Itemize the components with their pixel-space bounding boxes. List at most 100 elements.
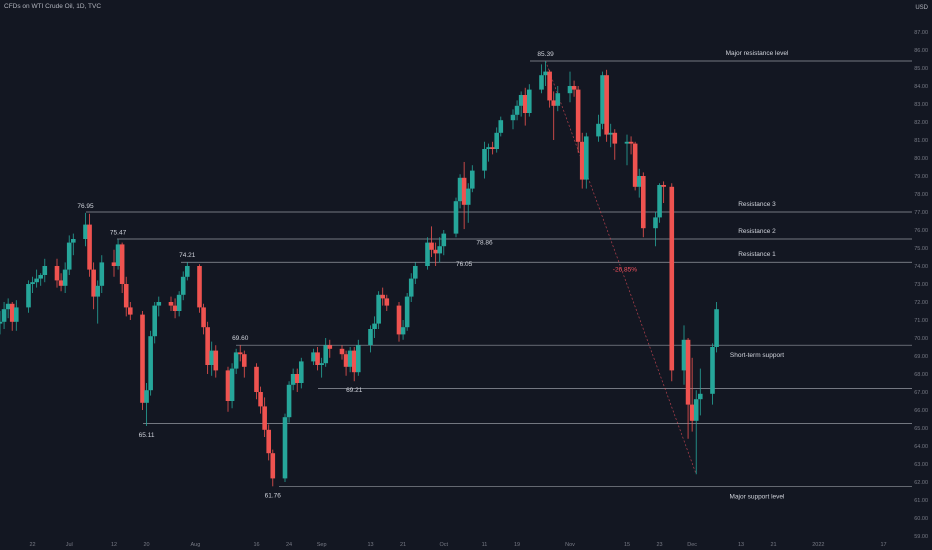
candle-body [209,350,215,365]
candle-body [689,404,695,421]
candle-body [628,141,634,144]
price-annotation: 61.76 [265,492,282,499]
candle-body [400,327,406,335]
x-tick-label: 21 [771,542,777,548]
candle-body [539,75,544,90]
candle-body [579,141,585,180]
candle-body [608,132,614,135]
candle-body [286,384,292,418]
price-annotation: 69.60 [232,335,249,342]
candle-body [437,246,443,254]
x-tick-label: 20 [144,542,150,548]
candle-body [693,399,699,421]
candle-body [311,352,316,362]
candle-body [408,278,414,297]
candle-body [127,307,133,315]
y-tick-label: 60.00 [914,516,928,522]
x-axis: 22 Jul 12 20 Aug 16 24 Sep 13 21 Oct 11 19 Nov 15 23 Dec… [30,542,887,548]
y-tick-label: 64.00 [914,444,928,450]
candle-body [465,188,471,205]
y-tick-label: 66.00 [914,408,928,414]
candle-body [453,201,459,234]
y-tick-label: 79.00 [914,174,928,180]
candle-body [42,266,48,275]
candle-body [685,339,691,405]
labels-layer: 76.95 75.47 74.21 65.11 69.60 61.76 69.21 76.05… [77,51,554,499]
x-tick-label: 11 [482,542,488,548]
candle-body [575,89,581,142]
candle-body [66,242,72,270]
candle-body [596,123,601,137]
candle-body [241,354,247,367]
price-annotation: 76.05 [456,261,473,268]
candle-body [34,278,39,283]
currency-label: USD [915,5,928,11]
candle-body [384,298,390,306]
price-annotation: 65.11 [139,432,155,439]
candle-body [669,186,675,371]
level-label: Short-term support [730,352,784,359]
candle-body [95,285,101,297]
y-tick-label: 83.00 [914,102,928,108]
candle-body [205,327,210,365]
candle-body [710,347,715,394]
candle-body [376,294,381,324]
candle-body [355,345,361,373]
candle-body [9,303,15,322]
candle-body [372,323,377,329]
candle-body [697,393,703,400]
level-label: Resistance 2 [738,228,776,235]
candle-body [469,170,475,189]
candle-body [213,350,219,371]
candle-body [298,361,304,383]
candle-body [119,244,125,284]
candle-body [327,345,333,349]
candle-body [282,417,288,479]
candle-body [58,280,64,286]
candle-body [347,350,353,367]
x-tick-label: Aug [191,542,201,548]
x-tick-label: 12 [111,542,117,548]
candle-body [319,363,324,365]
candle-body [612,132,618,144]
candle-body [99,262,105,286]
candle-body [111,262,117,266]
candle-body [661,185,666,187]
candle-body [640,176,646,229]
candle-body [5,303,11,310]
price-annotation: 85.39 [537,51,554,58]
candle-body [490,147,495,149]
candle-body [343,354,349,367]
x-tick-label: Dec [687,542,697,548]
candle-body [396,305,402,335]
y-tick-label: 70.00 [914,336,928,342]
y-tick-label: 63.00 [914,462,928,468]
candle-body [148,336,153,391]
x-tick-label: Sep [317,542,327,548]
candle-body [70,239,76,243]
candle-body [26,284,31,308]
y-tick-label: 67.00 [914,390,928,396]
candle-body [526,89,532,113]
price-annotation: 74.21 [179,252,196,259]
y-tick-label: 61.00 [914,498,928,504]
y-tick-label: 76.00 [914,228,928,234]
x-tick-label: Nov [565,542,575,548]
candle-body [262,406,267,430]
candle-body [510,114,516,121]
level-label: Major support level [730,493,785,500]
x-tick-label: Jul [66,542,73,548]
candle-body [498,120,504,133]
candle-body [1,309,7,322]
y-tick-label: 65.00 [914,426,928,432]
candle-body [657,185,662,218]
candle-body [351,350,357,373]
candle-body [176,294,182,311]
candle-body [368,329,373,346]
level-label: Resistance 3 [738,201,776,208]
candle-body [156,302,162,306]
y-tick-label: 85.00 [914,66,928,72]
level-label: Major resistance level [726,50,789,57]
candle-body [543,71,548,76]
